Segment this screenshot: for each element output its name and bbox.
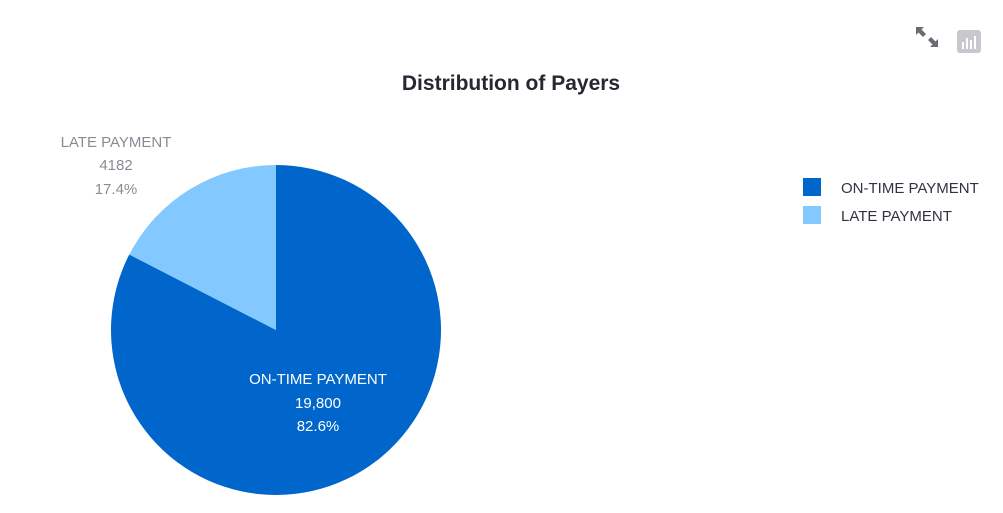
slice-label-percent: 17.4%	[95, 181, 138, 198]
pie-slices	[111, 165, 442, 495]
legend: ON-TIME PAYMENT LATE PAYMENT	[803, 178, 979, 225]
slice-label-value: 4182	[99, 157, 132, 174]
legend-label: ON-TIME PAYMENT	[841, 180, 979, 197]
slice-label-name: ON-TIME PAYMENT	[249, 371, 387, 388]
chart-title: Distribution of Payers	[402, 72, 620, 95]
legend-swatch	[803, 178, 821, 196]
pie-slice-late-payment[interactable]	[129, 165, 276, 330]
chart-settings-icon[interactable]	[957, 30, 981, 53]
legend-swatch	[803, 206, 821, 224]
slice-label-value: 19,800	[295, 395, 341, 412]
slice-label-name: LATE PAYMENT	[61, 134, 172, 151]
legend-label: LATE PAYMENT	[841, 208, 952, 225]
legend-item-on-time-payment[interactable]: ON-TIME PAYMENT	[803, 178, 979, 197]
slice-label-on-time-payment: ON-TIME PAYMENT 19,800 82.6%	[249, 371, 387, 435]
expand-icon[interactable]	[915, 26, 939, 48]
slice-label-late-payment: LATE PAYMENT 4182 17.4%	[61, 134, 172, 198]
slice-label-percent: 82.6%	[297, 418, 340, 435]
legend-item-late-payment[interactable]: LATE PAYMENT	[803, 206, 952, 225]
